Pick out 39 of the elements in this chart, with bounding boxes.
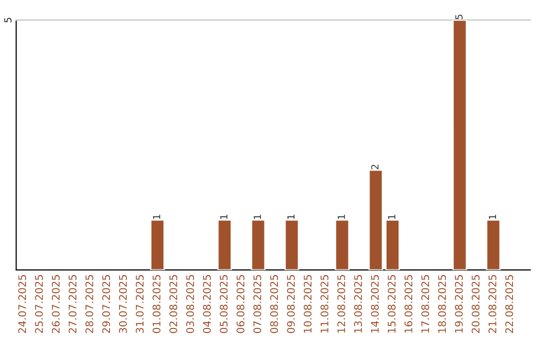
- data-label: 2: [371, 164, 378, 170]
- x-tick-label: 25.07.2025: [35, 275, 43, 334]
- data-label: 1: [488, 214, 496, 219]
- x-tick-label: 30.07.2025: [118, 275, 127, 333]
- x-tick-label: 28.07.2025: [85, 275, 94, 334]
- x-tick-label: 13.08.2025: [354, 275, 362, 333]
- x-tick-label: 08.08.2025: [270, 275, 278, 334]
- x-tick-label: 16.08.2025: [404, 275, 412, 333]
- x-tick-label: 24.07.2025: [18, 275, 26, 334]
- x-tick-label: 06.08.2025: [236, 275, 244, 334]
- x-tick-label: 22.08.2025: [505, 275, 514, 334]
- x-tick-label: 05.08.2025: [220, 275, 228, 334]
- data-label: 1: [153, 214, 160, 219]
- x-tick-label: 12.08.2025: [337, 275, 346, 333]
- x-tick-label: 17.08.2025: [421, 275, 430, 333]
- x-tick-label: 27.07.2025: [68, 275, 76, 334]
- x-tick-label: 21.08.2025: [488, 275, 496, 334]
- x-tick-label: 14.08.2025: [370, 275, 379, 333]
- x-tick-label: 20.08.2025: [472, 275, 480, 334]
- x-tick-label: 19.08.2025: [454, 275, 463, 333]
- x-tick-label: 04.08.2025: [202, 275, 211, 334]
- data-label: 1: [287, 214, 294, 219]
- data-label: 1: [254, 214, 261, 219]
- x-tick-label: 10.08.2025: [304, 275, 312, 333]
- x-tick-label: 11.08.2025: [320, 275, 328, 333]
- x-tick-label: 03.08.2025: [186, 275, 194, 334]
- x-tick-label: 26.07.2025: [52, 275, 60, 334]
- x-tick-label: 02.08.2025: [169, 275, 178, 334]
- data-label: 1: [338, 214, 345, 219]
- data-label: 1: [220, 214, 228, 219]
- x-tick-label: 18.08.2025: [438, 275, 446, 333]
- x-tick-label: 29.07.2025: [102, 275, 110, 334]
- x-tick-label: 15.08.2025: [388, 275, 396, 333]
- x-tick-label: 01.08.2025: [152, 275, 160, 334]
- data-label: 1: [388, 214, 396, 219]
- x-tick-label: 31.07.2025: [136, 275, 144, 333]
- data-label: 5: [455, 14, 463, 20]
- x-tick-label: 09.08.2025: [286, 275, 295, 334]
- x-tick-label: 07.08.2025: [253, 275, 262, 334]
